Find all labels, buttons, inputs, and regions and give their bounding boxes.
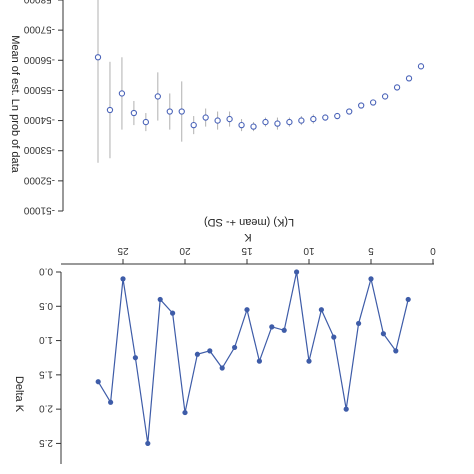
lk-point	[322, 114, 329, 121]
delta-k-series-line	[97, 271, 409, 444]
lk-point	[274, 120, 281, 127]
delta-k-point	[256, 358, 262, 364]
delta-k-x-tick-label: 20	[179, 245, 191, 256]
delta-k-point	[318, 307, 324, 313]
delta-k-y-tick-label: 0.0	[39, 266, 53, 277]
delta-k-point	[380, 331, 386, 337]
delta-k-point	[343, 406, 349, 412]
delta-k-x-tick-label: 10	[303, 245, 315, 256]
lk-y-tick-label: -58000	[23, 0, 55, 5]
delta-k-point	[120, 276, 126, 282]
lk-point	[226, 115, 233, 123]
lk-panel: -58000 -57000 -56000 -55000 -54000 -53000 -520…	[9, 0, 425, 228]
delta-k-y-tick-label: 2.5	[39, 437, 53, 448]
delta-k-point	[95, 379, 101, 385]
lk-point	[417, 63, 425, 70]
lk-y-tick-label: -52000	[23, 174, 55, 185]
delta-k-point	[132, 355, 138, 361]
delta-k-point	[182, 409, 188, 416]
lk-y-tick-label: -53000	[23, 144, 55, 155]
delta-k-point	[405, 296, 411, 303]
lk-point	[405, 75, 413, 82]
delta-k-point	[269, 324, 275, 330]
delta-k-point	[281, 327, 287, 333]
lk-y-ticks: -58000 -57000 -56000 -55000 -54000 -53000 -520…	[23, 0, 63, 216]
lk-point	[310, 115, 317, 123]
lk-point	[190, 121, 197, 129]
lk-point	[118, 90, 126, 97]
lk-point	[238, 121, 245, 129]
delta-k-point	[331, 334, 337, 340]
delta-k-y-tick-label: 2.0	[39, 403, 53, 414]
delta-k-point	[368, 276, 374, 282]
lk-point	[250, 123, 257, 130]
lk-point	[393, 84, 401, 91]
delta-k-y-ticks: 0.0 0.5 1.0 1.5 2.0 2.5	[39, 266, 61, 448]
delta-k-x-tick-label: 0	[430, 245, 436, 256]
delta-k-y-tick-label: 1.5	[39, 368, 53, 379]
delta-k-x-tick-label: 25	[117, 245, 129, 256]
delta-k-x-tick-label: 5	[368, 245, 374, 256]
delta-k-point	[232, 344, 238, 351]
delta-k-point	[157, 296, 163, 303]
lk-point	[214, 117, 221, 124]
lk-x-axis-title: L(K) (mean +- SD)	[204, 216, 294, 228]
delta-k-point	[108, 399, 114, 405]
lk-point	[106, 106, 114, 114]
lk-point	[166, 108, 173, 115]
lk-point	[369, 99, 377, 106]
lk-y-tick-label: -57000	[23, 24, 55, 35]
delta-k-x-axis-title: K	[244, 231, 252, 243]
delta-k-x-ticks: 0 5 10 15 20 25	[117, 245, 436, 264]
lk-point	[142, 118, 150, 126]
lk-point	[346, 108, 353, 115]
lk-point	[298, 117, 305, 124]
lk-y-axis-title: Mean of est. Ln prob of data	[9, 35, 21, 173]
delta-k-point	[207, 348, 213, 354]
delta-k-points	[95, 269, 411, 447]
delta-k-point	[145, 440, 151, 447]
lk-point	[262, 118, 269, 126]
delta-k-point	[244, 307, 250, 313]
lk-y-tick-label: -54000	[23, 114, 55, 125]
lk-y-tick-label: -55000	[23, 84, 55, 95]
lk-point	[334, 112, 341, 120]
lk-error-bars	[97, 0, 338, 163]
delta-k-point	[356, 320, 362, 327]
lk-point	[178, 108, 185, 115]
delta-k-y-tick-label: 0.5	[39, 300, 53, 311]
delta-k-point	[306, 358, 312, 364]
lk-point	[286, 118, 293, 126]
lk-points	[94, 54, 425, 130]
delta-k-point	[170, 310, 176, 316]
lk-point	[381, 93, 389, 100]
delta-k-point	[294, 269, 300, 275]
lk-point	[154, 93, 161, 100]
lk-y-tick-label: -56000	[23, 54, 55, 65]
delta-k-point	[219, 365, 225, 371]
lk-point	[130, 109, 138, 117]
lk-point	[358, 102, 365, 109]
delta-k-y-axis-title: Delta K	[13, 376, 25, 413]
delta-k-x-tick-label: 15	[241, 245, 253, 256]
lk-y-tick-label: -51000	[23, 205, 55, 216]
delta-k-y-tick-label: 1.0	[39, 334, 53, 345]
delta-k-point	[393, 348, 399, 354]
delta-k-point	[194, 351, 200, 357]
lk-point	[94, 54, 102, 61]
lk-point	[202, 114, 209, 121]
delta-k-panel: 0.0 0.5 1.0 1.5 2.0 2.5 0 5 10 15 20 25 Delta K K	[13, 231, 436, 464]
